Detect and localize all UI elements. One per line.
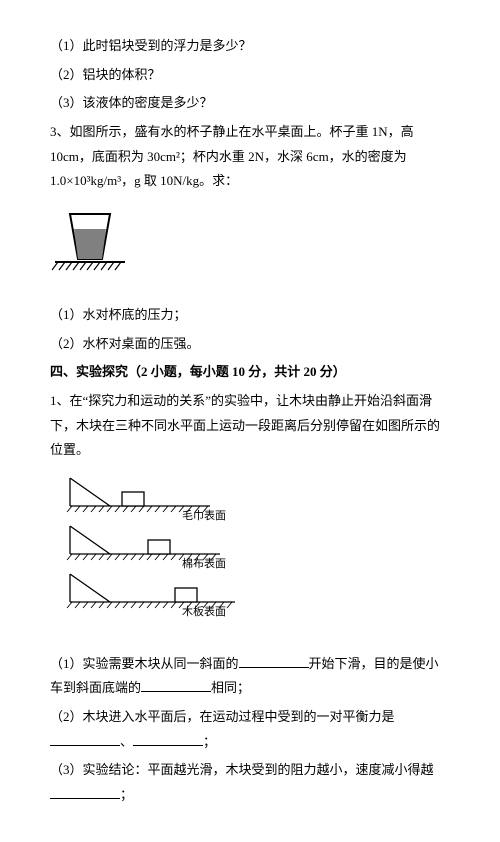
q3-figure — [50, 204, 450, 293]
label-wood: 木板表面 — [182, 604, 226, 618]
section4-title: 四、实验探究（2 小题，每小题 10 分，共计 20 分） — [50, 360, 450, 385]
q3-sub1: （1）水对杯底的压力； — [50, 303, 450, 328]
blank-3 — [50, 732, 120, 746]
blank-2 — [141, 678, 211, 692]
s4-q1-sub3-b: ； — [120, 787, 133, 802]
s4-q1-sub1: （1）实验需要木块从同一斜面的开始下滑，目的是使小车到斜面底端的相同； — [50, 652, 450, 701]
s4-q1-sub2-b: 、 — [120, 734, 133, 749]
q2-sub2: （2）铝块的体积？ — [50, 63, 450, 88]
s4-q1-sub1-a: （1）实验需要木块从同一斜面的 — [50, 656, 239, 671]
blank-5 — [50, 785, 120, 799]
label-towel: 毛巾表面 — [182, 508, 226, 522]
s4-q1-stem: 1、在“探究力和运动的关系”的实验中，让木块由静止开始沿斜面滑下，木块在三种不同… — [50, 389, 450, 463]
s4-q1-sub3: （3）实验结论：平面越光滑，木块受到的阻力越小，速度减小得越 ； — [50, 758, 450, 807]
s4-q1-sub2-a: （2）木块进入水平面后，在运动过程中受到的一对平衡力是 — [50, 709, 395, 724]
s4-q1-sub3-a: （3）实验结论：平面越光滑，木块受到的阻力越小，速度减小得越 — [50, 762, 434, 777]
label-cotton: 棉布表面 — [182, 556, 226, 570]
s4-q1-sub1-c: 相同； — [211, 680, 250, 695]
s4-q1-sub2-c: ； — [203, 734, 216, 749]
s4-q1-figure: 毛巾表面 棉布表面 木板表面 — [50, 473, 450, 642]
blank-1 — [239, 654, 309, 668]
q3-stem: 3、如图所示，盛有水的杯子静止在水平桌面上。杯子重 1N，高 10cm，底面积为… — [50, 120, 450, 194]
q3-sub2: （2）水杯对桌面的压强。 — [50, 332, 450, 357]
q2-sub1: （1）此时铝块受到的浮力是多少？ — [50, 34, 450, 59]
q2-sub3: （3）该液体的密度是多少？ — [50, 91, 450, 116]
blank-4 — [133, 732, 203, 746]
s4-q1-sub2: （2）木块进入水平面后，在运动过程中受到的一对平衡力是、 ； — [50, 705, 450, 754]
